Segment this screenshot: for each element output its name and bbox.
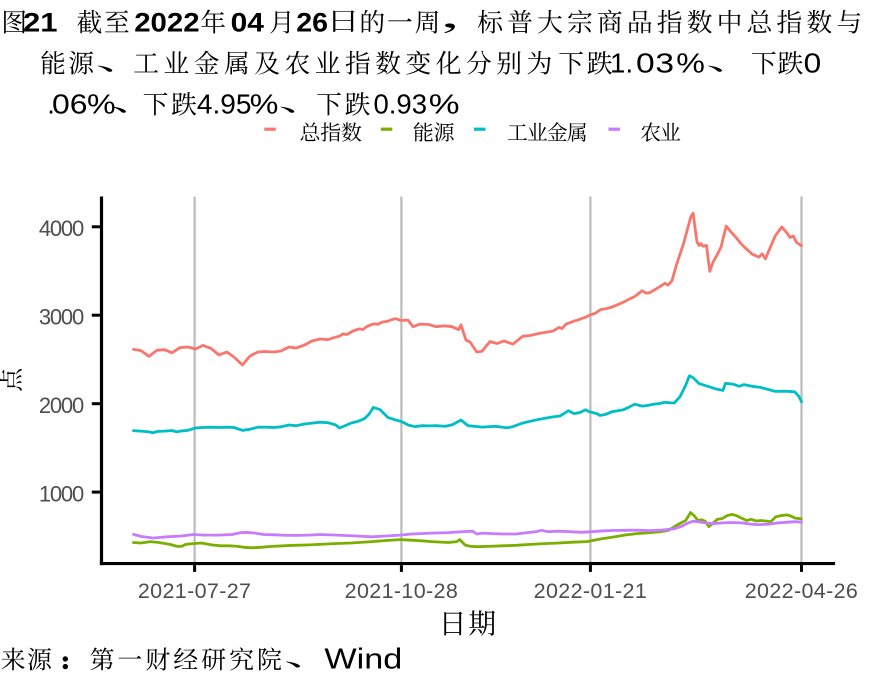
svg-text:1000: 1000 (39, 481, 84, 506)
svg-text:0.93: 0.93 (374, 89, 428, 120)
svg-text:2022: 2022 (134, 8, 199, 37)
svg-text:3: 3 (655, 48, 674, 78)
svg-text:2000: 2000 (39, 393, 84, 418)
svg-text:1: 1 (610, 48, 625, 79)
svg-text:.: . (47, 89, 55, 120)
svg-text:4000: 4000 (39, 216, 84, 241)
svg-text:%: % (250, 90, 279, 120)
svg-text:2021-10-28: 2021-10-28 (345, 579, 458, 603)
svg-text:%: % (429, 89, 460, 120)
svg-text:26: 26 (296, 7, 328, 37)
svg-text:04: 04 (231, 7, 265, 37)
svg-text:06: 06 (52, 89, 87, 119)
svg-text:2021-07-27: 2021-07-27 (138, 579, 251, 603)
svg-text:0: 0 (636, 48, 655, 78)
svg-text:4.95: 4.95 (197, 89, 252, 120)
svg-text:2022-04-26: 2022-04-26 (745, 579, 858, 603)
svg-text:Wind: Wind (324, 642, 402, 675)
svg-text:.: . (626, 48, 634, 79)
svg-text:3000: 3000 (39, 305, 84, 330)
svg-text:21: 21 (23, 9, 57, 38)
svg-text:%: % (87, 90, 116, 120)
svg-text:0: 0 (804, 48, 822, 79)
svg-text:2022-01-21: 2022-01-21 (534, 579, 647, 603)
svg-text:%: % (676, 49, 705, 79)
